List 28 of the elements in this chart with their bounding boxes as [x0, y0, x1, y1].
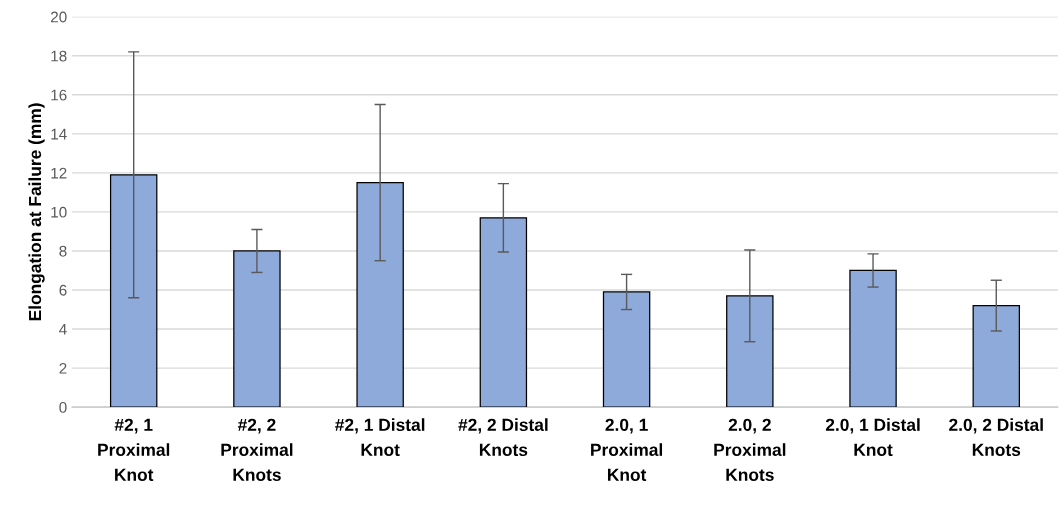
y-tick-label: 12 [51, 167, 67, 179]
x-tick-label: 2.0, 2 Proximal Knots [714, 418, 786, 481]
y-tick-label: 16 [51, 89, 67, 101]
x-tick-label: #2, 1 Proximal Knot [98, 418, 170, 481]
y-tick-label: 10 [51, 206, 67, 218]
y-tick-label: 0 [59, 401, 67, 413]
y-tick-label: 8 [59, 245, 67, 257]
x-tick-label: 2.0, 2 Distal Knots [949, 418, 1043, 456]
bar [233, 250, 281, 408]
y-tick-label: 4 [59, 324, 67, 335]
bar [602, 291, 651, 408]
y-tick-label: 18 [51, 50, 67, 62]
x-tick-label: #2, 1 Distal Knot [335, 418, 425, 456]
y-tick-label: 2 [59, 362, 67, 374]
y-tick-label: 14 [51, 128, 67, 140]
y-tick-label: 20 [51, 11, 67, 23]
bar [109, 174, 158, 408]
x-tick-label: 2.0, 1 Proximal Knot [591, 418, 663, 481]
x-tick-label: #2, 2 Proximal Knots [221, 418, 293, 481]
x-tick-label: #2, 2 Distal Knots [458, 418, 548, 456]
bar [356, 182, 404, 408]
bar [972, 304, 1020, 408]
x-tick-label: 2.0, 1 Distal Knot [825, 418, 920, 456]
bar [849, 269, 897, 408]
y-axis-title: Elongation at Failure (mm) [28, 103, 45, 321]
bar [479, 217, 528, 408]
bar [726, 295, 774, 408]
y-tick-label: 6 [59, 284, 67, 296]
